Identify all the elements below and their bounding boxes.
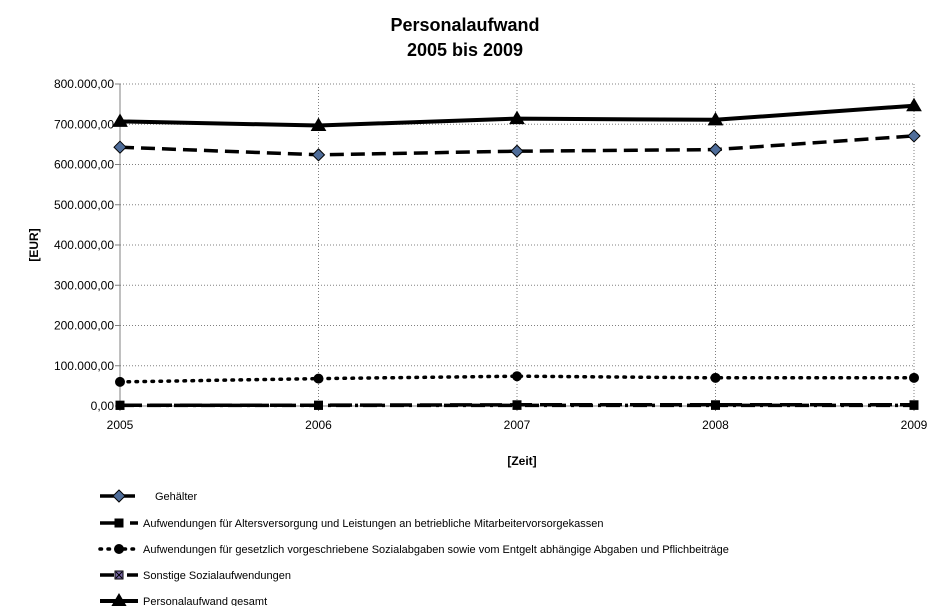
series-line [119, 134, 915, 157]
y-tick-label: 400.000,00 [54, 238, 114, 252]
legend-marker [111, 593, 127, 606]
data-point [313, 373, 324, 384]
data-point [115, 400, 125, 410]
data-point [510, 144, 524, 158]
legend-item-5: Personalaufwand gesamt [100, 593, 267, 606]
chart-title: Personalaufwand [390, 15, 539, 35]
data-point [909, 372, 919, 383]
legend-label: Gehälter [155, 491, 198, 503]
legend-marker [112, 489, 126, 503]
data-point [509, 110, 525, 125]
data-point [906, 97, 922, 112]
legend-item-2: Aufwendungen für Altersversorgung und Le… [100, 518, 603, 530]
legend-item-3: Aufwendungen für gesetzlich vorgeschrieb… [98, 544, 729, 556]
legend-marker [114, 518, 124, 528]
data-point [311, 148, 326, 162]
y-tick-label: 300.000,00 [54, 278, 114, 292]
x-tick-label: 2009 [901, 418, 928, 432]
data-point [512, 400, 522, 410]
data-point [310, 117, 327, 131]
data-point [710, 372, 721, 383]
data-point [314, 400, 323, 410]
x-tick-label: 2008 [702, 418, 729, 432]
x-tick-label: 2006 [305, 418, 332, 432]
y-axis-label: [EUR] [27, 228, 41, 261]
series-5 [112, 97, 922, 131]
y-tick-label: 100.000,00 [54, 359, 114, 373]
data-point [909, 400, 919, 410]
legend-marker-cross [115, 571, 123, 579]
data-point [707, 111, 724, 126]
series-group [112, 97, 922, 410]
y-tick-label: 600.000,00 [54, 158, 114, 172]
x-tick-label: 2005 [107, 418, 134, 432]
data-point [112, 113, 128, 127]
y-tick-label: 800.000,00 [54, 77, 114, 91]
x-axis-label: [Zeit] [507, 454, 536, 468]
data-point [512, 371, 522, 382]
y-tick-label: 200.000,00 [54, 319, 114, 333]
legend-label: Aufwendungen für gesetzlich vorgeschrieb… [143, 544, 729, 556]
series-1 [113, 129, 921, 162]
legend-item-4: Sonstige Sozialaufwendungen [100, 570, 291, 582]
grid [115, 83, 915, 411]
data-point [907, 129, 921, 143]
legend-label: Sonstige Sozialaufwendungen [143, 570, 291, 582]
y-tick-label: 700.000,00 [54, 117, 114, 131]
data-point [115, 376, 125, 387]
legend-item-1: Gehälter [100, 489, 198, 503]
data-point [113, 140, 127, 154]
data-point [711, 400, 720, 410]
chart-subtitle: 2005 bis 2009 [407, 40, 523, 60]
legend-marker [114, 544, 124, 554]
y-tick-label: 0,00 [91, 399, 115, 413]
legend-label: Aufwendungen für Altersversorgung und Le… [143, 518, 603, 530]
legend-label: Personalaufwand gesamt [143, 596, 267, 606]
series-2 [115, 400, 919, 410]
legend-marker [114, 570, 124, 580]
y-tick-label: 500.000,00 [54, 198, 114, 212]
series-3 [115, 371, 919, 387]
legend: Gehälter Aufwendungen für Altersversorgun… [98, 489, 729, 606]
data-point [708, 142, 723, 157]
tick-labels: 0,00 100.000,00 200.000,00 300.000,00 400.00… [54, 77, 928, 432]
x-tick-label: 2007 [504, 418, 531, 432]
